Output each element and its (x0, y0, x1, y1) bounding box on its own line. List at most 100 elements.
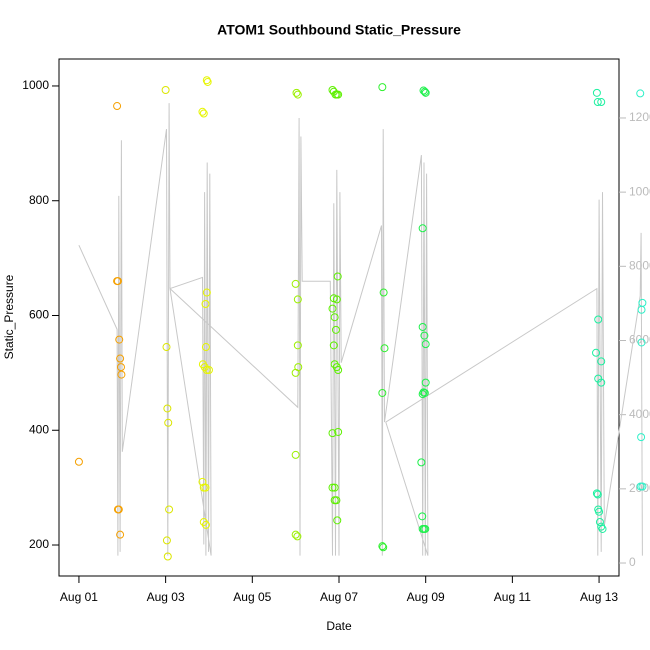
y-tick-label: 1000 (22, 78, 49, 92)
point (329, 341, 338, 350)
point (114, 505, 123, 514)
point (636, 89, 645, 98)
point (201, 483, 210, 492)
point (293, 532, 302, 541)
point (202, 288, 211, 297)
point (291, 368, 300, 377)
point (201, 300, 210, 309)
point (593, 98, 602, 107)
x-tick-label: Aug 01 (60, 590, 98, 604)
y-tick-label: 200 (29, 537, 49, 551)
point (328, 429, 337, 438)
point (165, 505, 174, 514)
y2-tick-label: 12000 (629, 110, 650, 124)
point (379, 288, 388, 297)
point (113, 277, 122, 286)
point (162, 536, 171, 545)
point (638, 482, 647, 491)
point (592, 489, 601, 498)
point (597, 357, 606, 366)
point (597, 98, 606, 107)
point (291, 530, 300, 539)
point (421, 88, 430, 97)
point (163, 552, 172, 561)
point (419, 86, 428, 95)
point (115, 335, 124, 344)
point (292, 88, 301, 97)
point (293, 295, 302, 304)
point (418, 512, 427, 521)
point (378, 83, 387, 92)
point (161, 85, 170, 94)
point (293, 90, 302, 99)
point (204, 366, 213, 375)
point (333, 272, 342, 281)
y-tick-label: 600 (29, 308, 49, 322)
point (199, 109, 208, 118)
point (378, 388, 387, 397)
x-tick-label: Aug 03 (147, 590, 185, 604)
point (201, 520, 210, 529)
y2-tick-label: 4000 (629, 407, 650, 421)
point (202, 76, 211, 85)
point (418, 322, 427, 331)
point (597, 378, 606, 387)
point (328, 304, 337, 313)
y-tick-label: 400 (29, 422, 49, 436)
point (592, 348, 601, 357)
y-axis-label: Static_Pressure (2, 274, 16, 359)
point (334, 427, 343, 436)
point (592, 88, 601, 97)
point (595, 507, 604, 516)
point (291, 450, 300, 459)
point (113, 102, 122, 111)
point (593, 490, 602, 499)
point (420, 331, 429, 340)
point (330, 483, 339, 492)
point (291, 279, 300, 288)
point (334, 90, 343, 99)
point (331, 325, 340, 334)
point (418, 224, 427, 233)
x-axis-label: Date (326, 619, 352, 633)
y-tick-label: 800 (29, 193, 49, 207)
point (334, 366, 343, 375)
point (116, 354, 125, 363)
point (333, 516, 342, 525)
x-tick-label: Aug 05 (233, 590, 271, 604)
point (594, 315, 603, 324)
point (421, 340, 430, 349)
point (378, 542, 387, 551)
x-tick-label: Aug 13 (580, 590, 618, 604)
point (164, 418, 173, 427)
point (332, 496, 341, 505)
x-tick-label: Aug 07 (320, 590, 358, 604)
point (637, 305, 646, 314)
point (198, 107, 207, 116)
point (332, 295, 341, 304)
x-tick-label: Aug 11 (494, 590, 531, 604)
point (598, 524, 607, 533)
point (637, 433, 646, 442)
point (202, 366, 211, 375)
point (379, 543, 388, 552)
y2-tick-label: 0 (629, 555, 636, 569)
point (420, 87, 429, 96)
point (116, 530, 125, 539)
x-tick-label: Aug 09 (407, 590, 445, 604)
point (201, 343, 210, 352)
pressure-line (78, 103, 643, 556)
point (418, 390, 427, 399)
point (163, 404, 172, 413)
point (417, 458, 426, 467)
point (293, 341, 302, 350)
point (328, 483, 337, 492)
point (637, 338, 646, 347)
point (203, 77, 212, 86)
point (117, 370, 126, 379)
point (421, 378, 430, 387)
point (595, 518, 604, 527)
